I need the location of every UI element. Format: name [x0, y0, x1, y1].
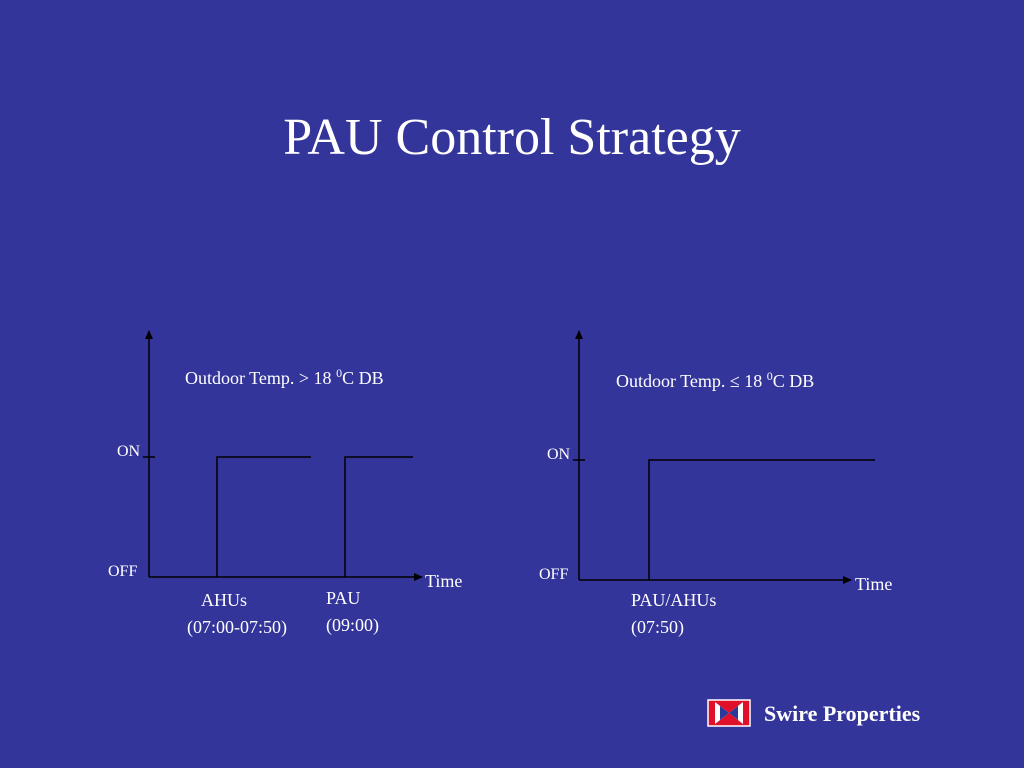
- event-label: PAU/AHUs: [631, 590, 716, 610]
- condition-text: Outdoor Temp. ≤ 18: [616, 371, 767, 391]
- event-label: (07:00-07:50): [187, 617, 287, 638]
- logo-flag-blue: [720, 706, 738, 720]
- on-label: ON: [547, 446, 571, 463]
- condition-sup: 0: [767, 369, 773, 383]
- condition: Outdoor Temp. > 18 0C DB: [185, 366, 384, 388]
- event-label: AHUs: [201, 590, 247, 610]
- step-pau-ahus: [648, 459, 875, 580]
- diagram-left: Outdoor Temp. > 18 0C DB ON OFF Time AHU…: [108, 330, 462, 638]
- slide-title: PAU Control Strategy: [283, 109, 740, 166]
- step-ahus: [216, 456, 311, 577]
- time-label: Time: [855, 574, 892, 594]
- event-label: (07:50): [631, 617, 684, 638]
- diagram-right: Outdoor Temp. ≤ 18 0C DB ON OFF Time PAU…: [539, 330, 892, 638]
- step-pau: [344, 456, 413, 577]
- event-label: PAU: [326, 588, 360, 608]
- condition-text: Outdoor Temp. > 18: [185, 368, 336, 388]
- condition-text: C DB: [342, 368, 384, 388]
- logo: Swire Properties: [707, 699, 921, 727]
- condition-sup: 0: [336, 366, 342, 380]
- off-label: OFF: [539, 566, 568, 583]
- time-label: Time: [425, 571, 462, 591]
- event-label: (09:00): [326, 615, 379, 636]
- condition: Outdoor Temp. ≤ 18 0C DB: [616, 369, 814, 391]
- on-label: ON: [117, 443, 141, 460]
- condition-text: C DB: [773, 371, 815, 391]
- logo-text: Swire Properties: [764, 701, 921, 726]
- off-label: OFF: [108, 563, 137, 580]
